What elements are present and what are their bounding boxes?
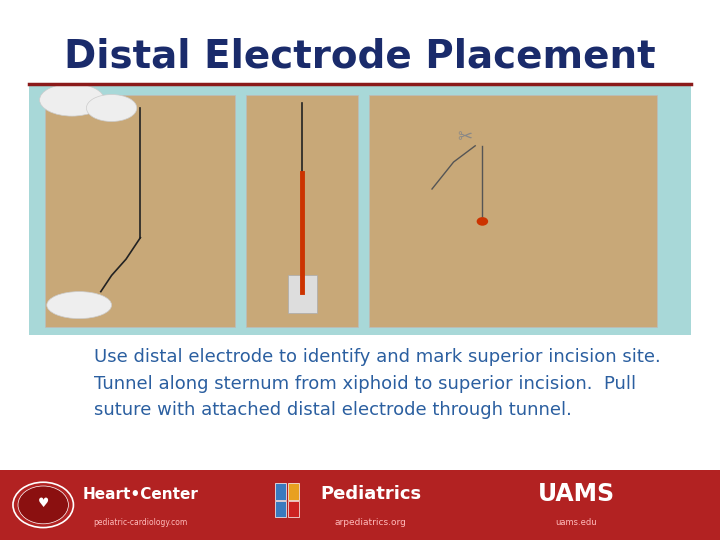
Circle shape (477, 217, 488, 226)
Text: pediatric-cardiology.com: pediatric-cardiology.com (94, 518, 187, 526)
Text: Pediatrics: Pediatrics (320, 485, 421, 503)
Ellipse shape (86, 94, 137, 122)
FancyBboxPatch shape (45, 94, 235, 327)
Ellipse shape (47, 292, 112, 319)
Circle shape (18, 486, 68, 524)
Bar (275, 483, 286, 500)
Ellipse shape (40, 84, 104, 116)
Text: arpediatrics.org: arpediatrics.org (335, 518, 407, 526)
FancyBboxPatch shape (369, 94, 657, 327)
FancyBboxPatch shape (246, 94, 358, 327)
Text: Distal Electrode Placement: Distal Electrode Placement (64, 38, 656, 76)
FancyBboxPatch shape (29, 84, 691, 335)
Text: Tunnel along sternum from xiphoid to superior incision.  Pull: Tunnel along sternum from xiphoid to sup… (94, 375, 636, 393)
Bar (288, 501, 299, 517)
Text: suture with attached distal electrode through tunnel.: suture with attached distal electrode th… (94, 401, 572, 418)
Text: Heart•Center: Heart•Center (83, 487, 198, 502)
Text: uams.edu: uams.edu (555, 518, 597, 526)
Text: Use distal electrode to identify and mark superior incision site.: Use distal electrode to identify and mar… (94, 348, 660, 366)
FancyBboxPatch shape (288, 275, 317, 313)
Text: ✂: ✂ (456, 129, 472, 147)
Text: ♥: ♥ (37, 497, 49, 510)
FancyBboxPatch shape (0, 470, 720, 540)
Bar (275, 501, 286, 517)
Bar (288, 483, 299, 500)
Text: UAMS: UAMS (537, 482, 615, 506)
